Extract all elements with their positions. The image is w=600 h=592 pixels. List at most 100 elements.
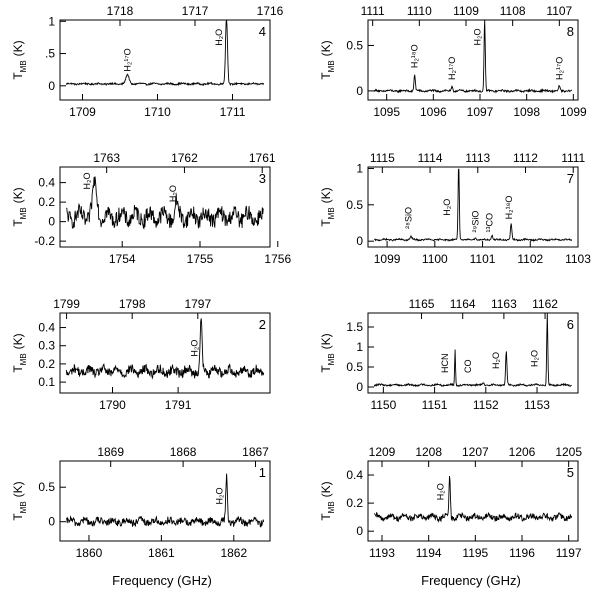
y-axis-title-t: T: [11, 513, 25, 521]
x-tick-label: 1791: [165, 398, 192, 412]
top-tick-label: 1112: [513, 151, 538, 165]
x-tick-label: 1097: [467, 105, 494, 119]
panel-6: 1150 1151 1152 1153 1165 1164 1163 1162 0 0.5 1 1.5…: [319, 297, 579, 412]
y-tick-label: 0.5: [38, 480, 55, 494]
top-tick-label: 1209: [369, 445, 396, 459]
top-tick-label: 1762: [171, 151, 198, 165]
x-tick-label: 1153: [524, 398, 550, 412]
plot-frame: [367, 312, 579, 394]
y-tick-label: 0: [356, 84, 363, 98]
x-tick-label: 1095: [373, 105, 400, 119]
panel-8: 1095 1096 1097 1098 1099 1111 1110 1109 1108 1107…: [319, 4, 587, 119]
panel-number: 4: [259, 24, 266, 39]
panel-number: 1: [259, 465, 266, 480]
panel-number: 7: [567, 171, 574, 186]
top-tick-label: 1763: [93, 151, 120, 165]
plot-frame: [367, 460, 579, 542]
x-tick-label: 1194: [416, 546, 442, 560]
top-tick-label: 1108: [500, 4, 526, 18]
y-tick-label: 1: [356, 340, 363, 354]
line-annotation: CO: [463, 360, 473, 374]
x-tick-label: 1150: [370, 398, 396, 412]
y-tick-label: 0.5: [346, 198, 363, 212]
plot-frame: [367, 166, 579, 248]
panel-2: 1790 1791 1799 1798 1797 0.1 0.2 0.3 0.4 TMB (K) 2 H…: [11, 297, 271, 412]
top-tick-label: 1164: [450, 297, 476, 311]
top-tick-label: 1799: [53, 297, 80, 311]
line-annotation: ¹³CO: [485, 213, 495, 233]
panel-4: 1709 1710 1711 1718 1717 1716 0 .5 1 TMB (K) 4 H₂¹⁷O…: [11, 4, 284, 119]
y-axis-title-t: T: [11, 365, 25, 373]
plot-frame: [367, 19, 579, 101]
top-tick-label: 1110: [407, 4, 432, 18]
x-axis-label-left: Frequency (GHz): [112, 573, 212, 588]
x-tick-label: 1197: [556, 546, 582, 560]
panel-number: 8: [567, 24, 574, 39]
line-annotation: H₂¹⁸O: [410, 44, 420, 68]
y-axis-title-unit: (K): [11, 187, 25, 203]
x-tick-label: 1195: [462, 546, 488, 560]
y-tick-label: 0.2: [38, 195, 55, 209]
top-tick-label: 1205: [555, 445, 582, 459]
top-tick-label: 1717: [182, 4, 209, 18]
y-tick-label: 1.5: [346, 320, 363, 334]
line-annotation: H₂O: [214, 487, 224, 504]
spectrum-line: [66, 176, 264, 230]
panel-number: 3: [259, 171, 266, 186]
top-tick-label: 1109: [453, 4, 479, 18]
panel-number: 2: [259, 317, 266, 332]
y-axis-title-unit: (K): [319, 40, 333, 56]
plot-frame: [59, 312, 271, 394]
y-axis-title-unit: (K): [11, 40, 25, 56]
top-tick-label: 1162: [532, 297, 558, 311]
line-annotation: HCN: [440, 354, 450, 374]
x-tick-label: 1152: [473, 398, 499, 412]
top-tick-label: 1107: [546, 4, 572, 18]
x-tick-label: 1099: [374, 252, 401, 266]
line-annotation: H₂O: [442, 199, 452, 216]
y-tick-label: 0.3: [38, 339, 55, 353]
line-annotation: H₂¹⁷O: [554, 57, 564, 80]
plot-frame: [59, 166, 271, 248]
panel-1: 1860 1861 1862 1869 1868 1867 0 0.5 TMB (K) 1 H₂O: [11, 445, 271, 560]
spectrum-line: [65, 19, 265, 87]
y-tick-label: 0: [356, 524, 363, 538]
y-axis-title: TMB (K): [11, 481, 28, 520]
x-tick-label: 1710: [144, 105, 171, 119]
y-tick-label: 0.4: [38, 321, 55, 335]
x-tick-label: 1756: [264, 252, 291, 266]
panel-number: 6: [567, 317, 574, 332]
y-axis-title-t: T: [319, 365, 333, 373]
top-tick-label: 1868: [170, 445, 197, 459]
line-annotation: H₂O: [214, 29, 224, 46]
spectrum-line: [65, 318, 265, 380]
y-tick-label: 0.2: [346, 496, 363, 510]
top-tick-label: 1207: [462, 445, 489, 459]
y-axis-title-unit: (K): [319, 481, 333, 497]
spectrum-line: [65, 473, 265, 528]
top-tick-label: 1208: [415, 445, 442, 459]
y-tick-label: 0.5: [346, 38, 363, 52]
spectrum-line: [373, 476, 573, 523]
y-axis-title-unit: (K): [11, 481, 25, 497]
y-axis-title: TMB (K): [11, 40, 28, 79]
y-tick-label: 1: [48, 14, 55, 28]
line-annotation: H₂O: [168, 185, 178, 202]
line-annotation: H₂¹⁸O: [504, 196, 514, 220]
y-tick-label: 0.4: [38, 176, 55, 190]
x-tick-label: 1196: [509, 546, 535, 560]
line-annotation: H₂¹⁷O: [447, 57, 457, 80]
top-tick-label: 1867: [242, 445, 269, 459]
x-tick-label: 1862: [220, 546, 247, 560]
line-annotation: ²⁹SiO: [470, 211, 480, 233]
panel-3: 1754 1755 1756 1763 1762 1761 -0.2 0 0.2 0.4 TMB (K…: [11, 151, 291, 266]
y-tick-label: 0.5: [346, 360, 363, 374]
x-tick-label: 1860: [76, 546, 103, 560]
y-axis-title-unit: (K): [319, 187, 333, 203]
top-tick-label: 1163: [491, 297, 517, 311]
top-tick-label: 1716: [257, 4, 284, 18]
top-tick-label: 1111: [561, 151, 585, 165]
